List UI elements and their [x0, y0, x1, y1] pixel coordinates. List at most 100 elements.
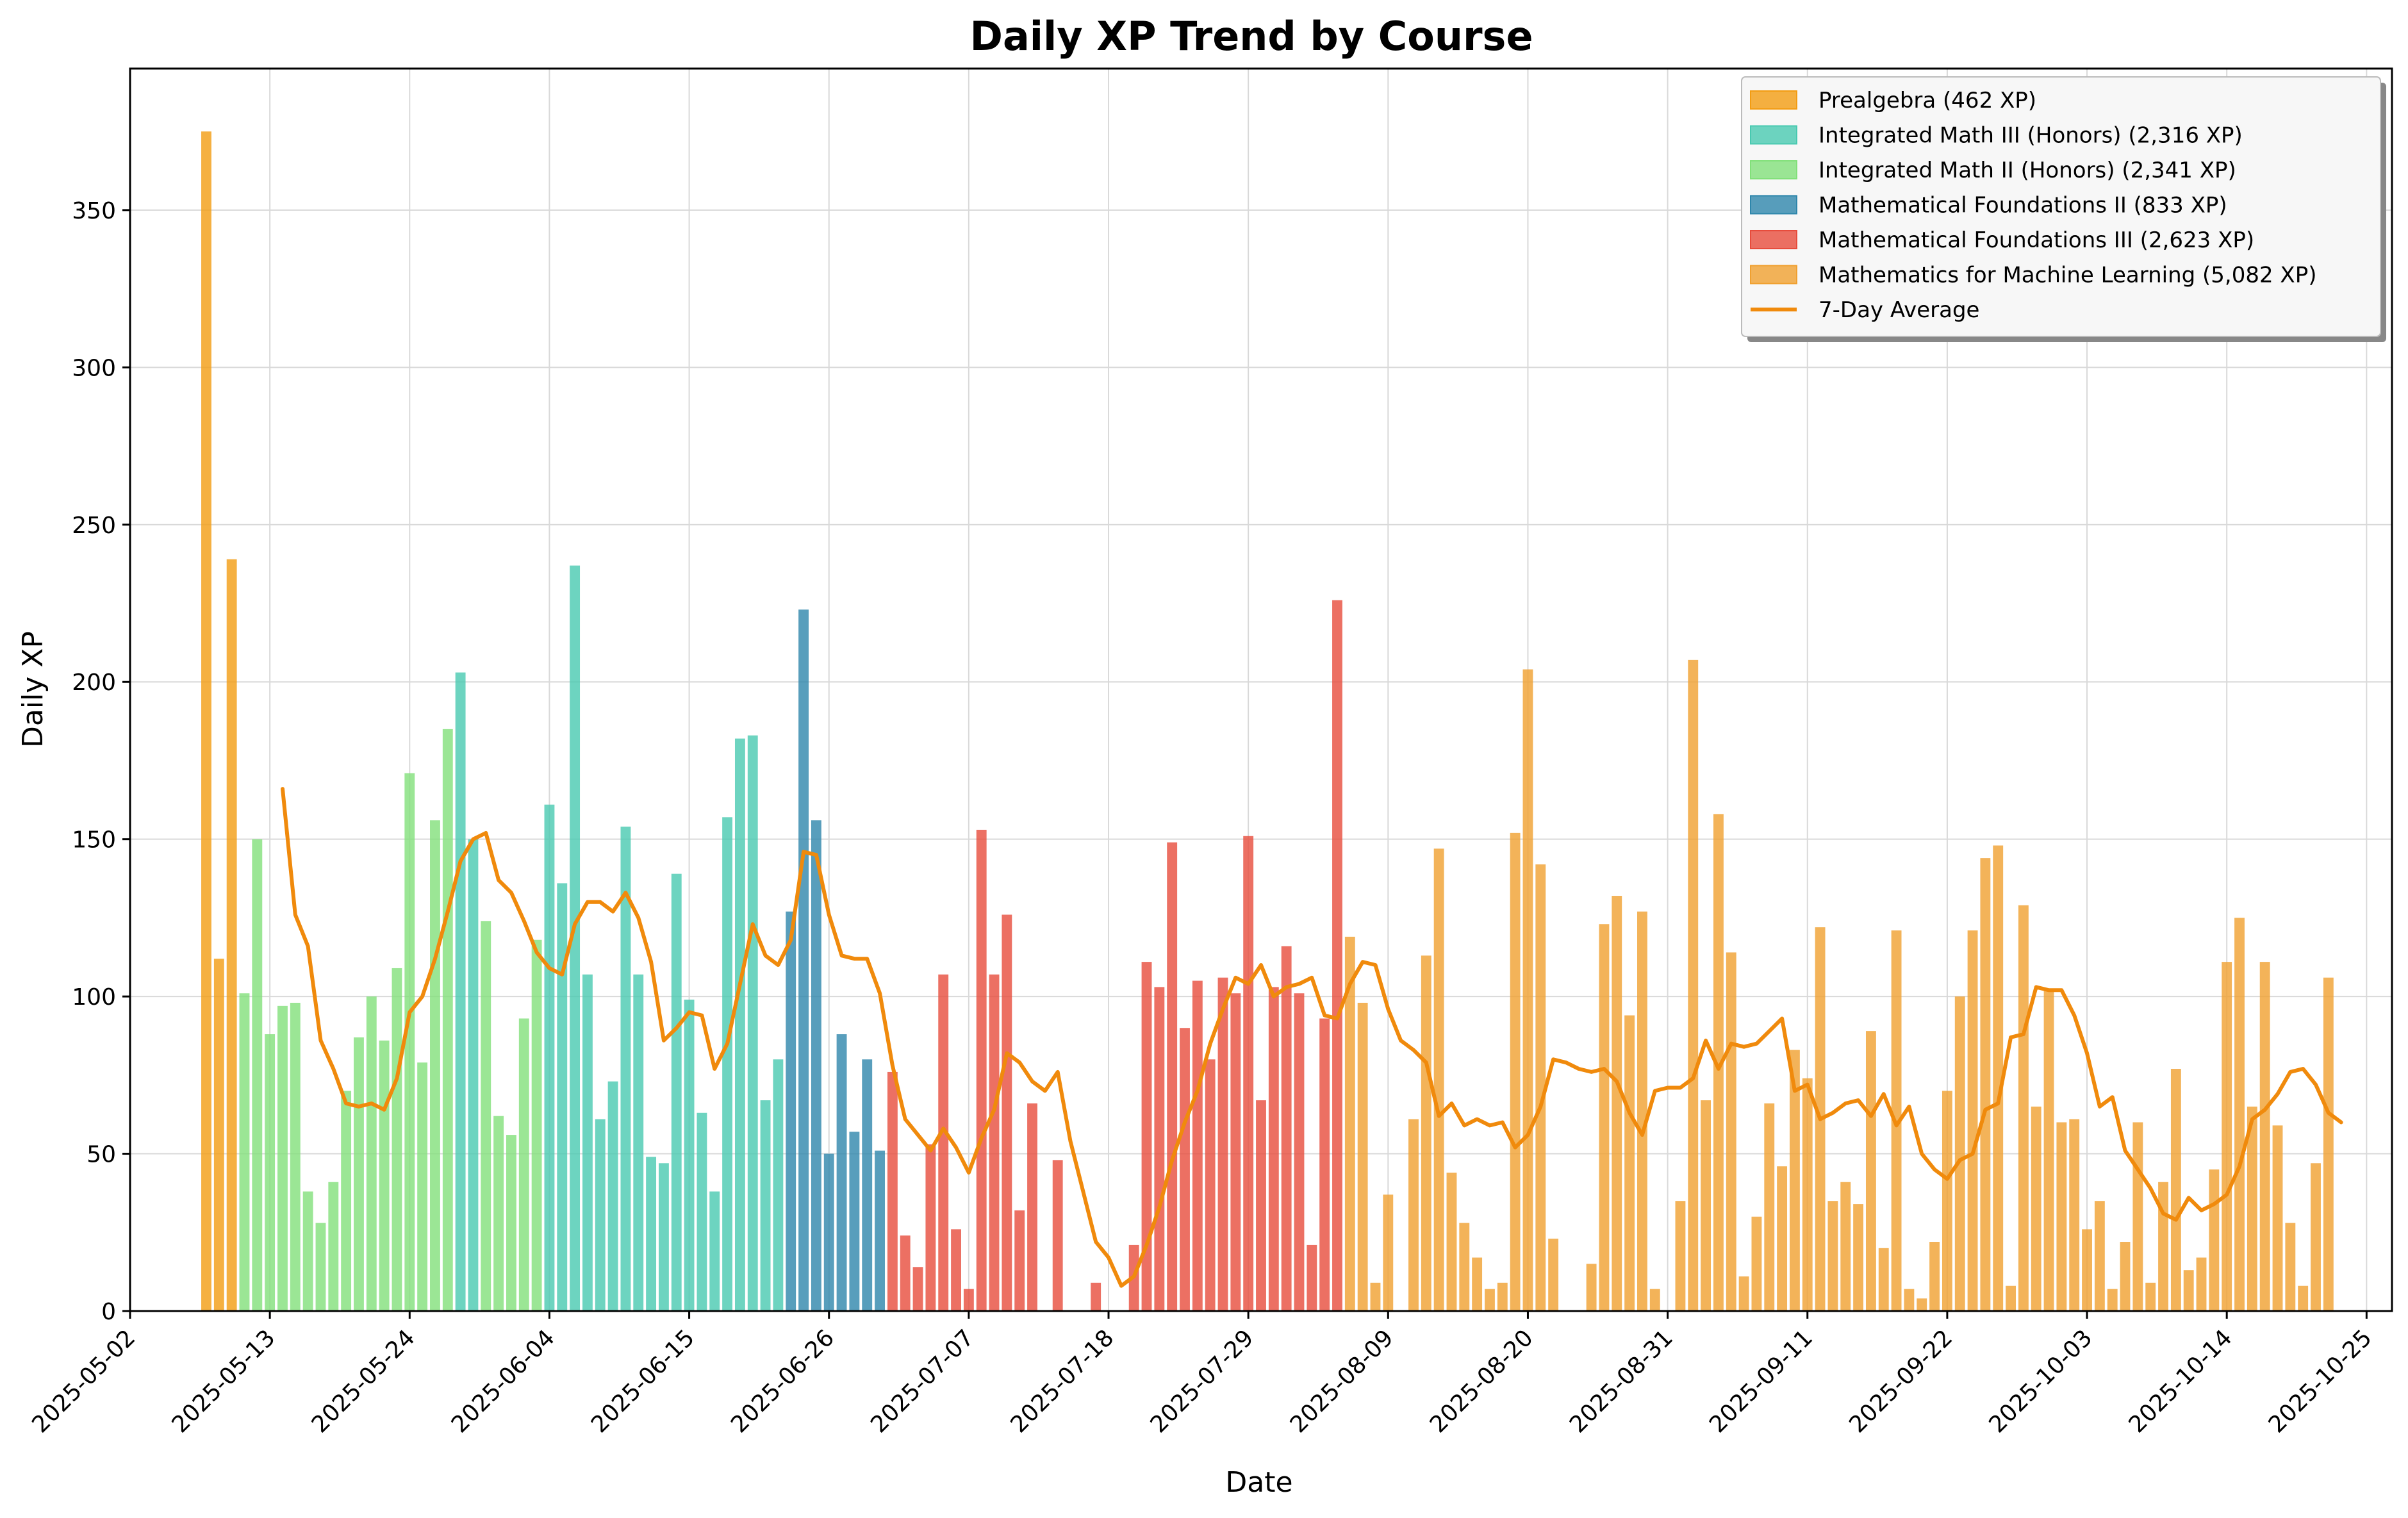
- bar: [341, 1091, 352, 1311]
- bar: [1624, 1015, 1635, 1311]
- legend-swatch: [1750, 125, 1797, 145]
- bar: [798, 609, 809, 1312]
- bar: [1802, 1078, 1813, 1311]
- bar: [1332, 600, 1342, 1312]
- chart-title: Daily XP Trend by Course: [970, 13, 1533, 60]
- bar: [226, 559, 237, 1312]
- bar: [1942, 1091, 1952, 1311]
- bar: [2132, 1122, 2143, 1311]
- bar: [1357, 1002, 1368, 1311]
- bar: [760, 1100, 771, 1311]
- bar: [2145, 1282, 2156, 1311]
- legend-label: Mathematical Foundations III (2,623 XP): [1818, 227, 2254, 253]
- bar: [1472, 1257, 1483, 1311]
- bar: [1865, 1031, 1876, 1311]
- bar: [379, 1040, 390, 1311]
- bar: [912, 1267, 923, 1311]
- bar: [1649, 1289, 1660, 1311]
- bar: [2158, 1182, 2168, 1311]
- bar: [2311, 1163, 2321, 1311]
- y-tick-label: 100: [72, 984, 116, 1011]
- bar: [2120, 1242, 2131, 1311]
- bar: [302, 1191, 313, 1311]
- bar: [786, 911, 796, 1311]
- bar: [1675, 1201, 1686, 1311]
- bar: [518, 1018, 529, 1311]
- bar: [570, 565, 581, 1311]
- bar: [1853, 1204, 1864, 1311]
- bar: [925, 1144, 936, 1311]
- bar: [2018, 905, 2029, 1311]
- bar: [862, 1059, 873, 1311]
- legend-swatch: [1750, 195, 1797, 215]
- bar: [328, 1182, 339, 1311]
- bar: [887, 1071, 898, 1311]
- bar: [1408, 1119, 1419, 1311]
- bar: [2285, 1223, 2296, 1311]
- bar: [2222, 962, 2232, 1311]
- bar: [1281, 946, 1292, 1311]
- bar: [823, 1153, 834, 1311]
- bar: [2209, 1169, 2220, 1311]
- bar: [1586, 1264, 1597, 1311]
- bar: [252, 839, 263, 1311]
- bar: [1777, 1166, 1788, 1311]
- legend-swatch: [1750, 160, 1797, 179]
- bar: [1726, 952, 1736, 1311]
- bar: [2082, 1229, 2092, 1311]
- bar: [1878, 1248, 1889, 1311]
- bar: [404, 773, 415, 1311]
- bar: [709, 1191, 720, 1311]
- bar: [989, 974, 1000, 1311]
- bar: [836, 1034, 847, 1311]
- bar: [747, 735, 758, 1311]
- y-tick-label: 250: [72, 513, 116, 539]
- bar: [1599, 924, 1610, 1311]
- bar: [1446, 1173, 1457, 1311]
- bar: [392, 968, 402, 1311]
- bar: [1713, 814, 1724, 1311]
- bar: [1141, 962, 1152, 1311]
- legend-label: Mathematics for Machine Learning (5,082 …: [1818, 263, 2316, 288]
- bar: [734, 738, 745, 1311]
- bar: [1764, 1103, 1775, 1311]
- bar: [354, 1037, 364, 1311]
- bar: [201, 131, 211, 1311]
- y-tick-label: 50: [87, 1142, 116, 1168]
- bar: [1256, 1100, 1266, 1311]
- bar: [1370, 1282, 1381, 1311]
- bar: [1052, 1160, 1063, 1311]
- bar: [1421, 955, 1431, 1311]
- legend-box: [1741, 76, 2381, 337]
- legend: Prealgebra (462 XP) Integrated Math III (…: [1741, 76, 2386, 342]
- bar: [1154, 987, 1165, 1311]
- bar: [607, 1081, 618, 1311]
- bar: [1993, 845, 2004, 1311]
- bar: [976, 829, 987, 1311]
- legend-swatch: [1750, 230, 1797, 249]
- bar: [671, 873, 682, 1311]
- bar: [1192, 980, 1203, 1311]
- bar: [544, 804, 555, 1311]
- bar: [2259, 962, 2270, 1311]
- bar: [633, 974, 644, 1311]
- bar: [722, 817, 733, 1311]
- bar: [1344, 936, 1355, 1311]
- bar: [1980, 858, 1991, 1311]
- bar: [290, 1002, 301, 1311]
- y-tick-label: 200: [72, 670, 116, 696]
- bar: [1688, 659, 1699, 1311]
- bar: [265, 1034, 276, 1311]
- bar: [1522, 669, 1533, 1311]
- bar: [417, 1062, 428, 1311]
- bar: [1433, 848, 1444, 1311]
- bar: [1967, 930, 1978, 1311]
- legend-swatch: [1750, 265, 1797, 285]
- bar: [1002, 914, 1012, 1311]
- bar: [2056, 1122, 2067, 1311]
- bar: [582, 974, 593, 1311]
- legend-label: Integrated Math II (Honors) (2,341 XP): [1818, 158, 2236, 183]
- bar: [1294, 993, 1305, 1311]
